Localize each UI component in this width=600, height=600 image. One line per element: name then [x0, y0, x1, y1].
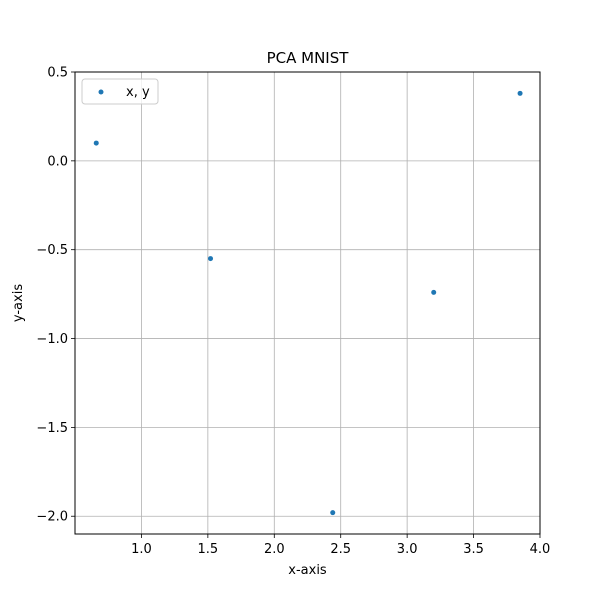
data-point [93, 140, 99, 146]
chart-title: PCA MNIST [267, 49, 350, 67]
y-tick-label: −2.0 [36, 510, 68, 525]
x-tick-label: 2.5 [330, 542, 351, 557]
plot-frame [74, 71, 541, 535]
y-tick-label: −1.5 [36, 421, 68, 436]
x-tick-label: 1.0 [131, 542, 152, 557]
legend: x, y [81, 78, 159, 105]
legend-marker [98, 89, 104, 95]
y-axis-ticks: 0.5 0.0 −0.5 −1.0 −1.5 −2.0 [36, 66, 75, 525]
data-point [431, 289, 437, 295]
x-tick-label: 3.5 [463, 542, 484, 557]
data-point [208, 256, 214, 262]
x-tick-label: 2.0 [264, 542, 285, 557]
y-tick-label: −0.5 [36, 243, 68, 258]
x-axis-ticks: 1.0 1.5 2.0 2.5 3.0 3.5 4.0 [131, 534, 550, 557]
y-tick-label: −1.0 [36, 332, 68, 347]
y-axis-label: y-axis [11, 284, 26, 322]
y-tick-label: 0.5 [47, 66, 68, 81]
x-tick-label: 3.0 [397, 542, 418, 557]
legend-box [81, 78, 159, 105]
data-points [93, 90, 523, 516]
x-axis-label: x-axis [288, 563, 327, 578]
y-tick-label: 0.0 [47, 154, 68, 169]
data-point [517, 90, 523, 96]
legend-label: x, y [126, 85, 150, 100]
data-point [330, 510, 336, 516]
x-tick-label: 4.0 [530, 542, 551, 557]
x-tick-label: 1.5 [198, 542, 219, 557]
